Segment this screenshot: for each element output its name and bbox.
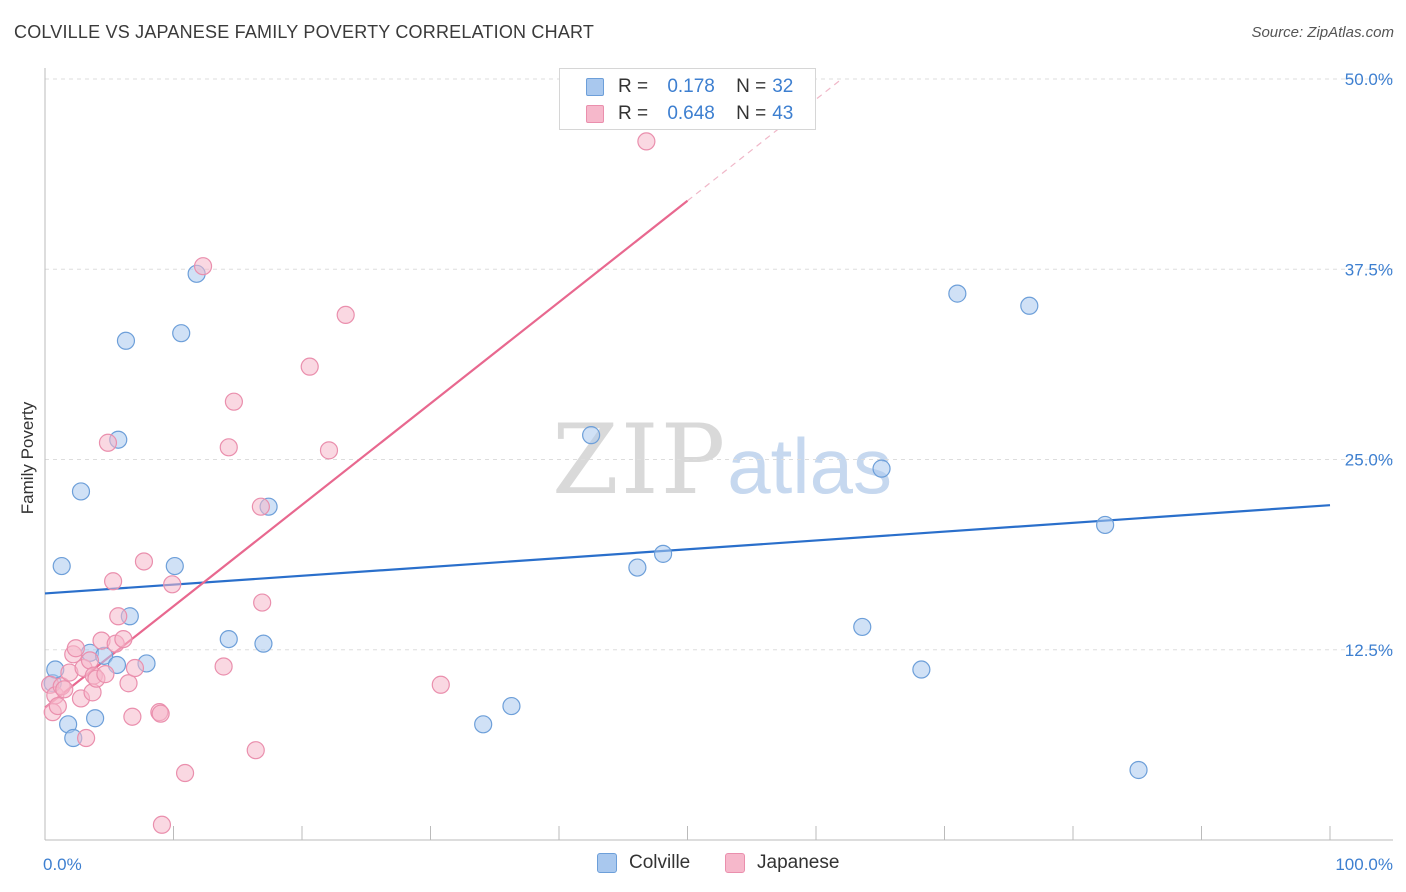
japanese-point (219, 438, 238, 457)
japanese-point (66, 639, 85, 658)
colville-point (1096, 515, 1115, 535)
japanese-point (637, 132, 656, 151)
japanese-point (109, 607, 128, 626)
r-label: R = (618, 76, 649, 97)
r-value: 0.648 (667, 103, 715, 124)
watermark: ZIPatlas (552, 404, 892, 516)
japanese-point (251, 497, 270, 516)
japanese-point (193, 257, 213, 276)
japanese-point (134, 552, 154, 571)
y-tick-label: 37.5% (1345, 260, 1393, 279)
japanese-point (300, 357, 319, 376)
japanese-point (152, 815, 172, 834)
japanese-point (431, 675, 450, 694)
japanese-point (175, 763, 195, 783)
n-label: N = (736, 103, 767, 124)
japanese-point (77, 728, 96, 748)
colville-point (52, 556, 71, 576)
japanese-point (151, 704, 170, 723)
japanese-swatch (725, 853, 745, 873)
legend-item-colville[interactable]: Colville (597, 852, 690, 874)
colville-trendline (44, 504, 1331, 595)
japanese-point (163, 575, 182, 594)
legend-item-japanese[interactable]: Japanese (725, 852, 839, 874)
y-tick-label: 50.0% (1345, 70, 1393, 89)
source-label: Source: ZipAtlas.com (1251, 24, 1394, 41)
japanese-point (80, 651, 100, 670)
x-tick-label: 0.0% (43, 855, 82, 874)
colville-point (582, 426, 601, 445)
japanese-point (253, 593, 272, 612)
japanese-trendline (44, 199, 689, 709)
colville-point (165, 556, 184, 576)
colville-point (1129, 760, 1148, 780)
japanese-point (224, 392, 243, 411)
colville-point (853, 617, 872, 637)
gridlines (45, 78, 1393, 651)
n-label: N = (736, 76, 767, 97)
colville-point (912, 660, 931, 679)
japanese-point (114, 629, 133, 649)
colville-swatch (586, 78, 604, 96)
chart-title: COLVILLE VS JAPANESE FAMILY POVERTY CORR… (14, 22, 595, 42)
legend-label: Japanese (757, 852, 840, 873)
legend-row-colville: R = 0.178 N = 32 (586, 75, 793, 99)
x-tick-label: 100.0% (1335, 855, 1393, 874)
colville-point (948, 284, 967, 303)
axes (44, 68, 1393, 841)
japanese-point (48, 696, 67, 716)
colville-point (86, 709, 105, 728)
colville-point (172, 324, 191, 343)
japanese-point (246, 741, 265, 760)
japanese-point (319, 441, 339, 460)
colville-point (71, 482, 91, 501)
colville-point (116, 331, 136, 350)
japanese-point (123, 707, 142, 726)
axis-ticks: 12.5% 25.0% 37.5% 50.0% 0.0% 100.0% (43, 70, 1393, 874)
colville-point (502, 696, 521, 716)
correlation-legend: R = 0.178 N = 32 R = 0.648 N = 43 (559, 68, 816, 130)
trendlines (44, 78, 1331, 709)
y-tick-label: 25.0% (1345, 451, 1393, 470)
r-value: 0.178 (667, 76, 715, 97)
japanese-point (125, 658, 145, 678)
japanese-point (96, 665, 115, 684)
japanese-point (55, 680, 74, 699)
data-points (41, 132, 1148, 834)
colville-point (653, 544, 673, 563)
japanese-point (104, 572, 123, 591)
r-label: R = (618, 103, 649, 124)
legend-row-japanese: R = 0.648 N = 43 (586, 102, 793, 126)
japanese-point (119, 674, 138, 693)
colville-point (628, 558, 647, 577)
japanese-point (336, 305, 355, 325)
colville-point (474, 715, 493, 734)
colville-swatch (597, 853, 617, 873)
colville-point (254, 634, 273, 653)
legend-label: Colville (629, 852, 691, 873)
japanese-point (214, 657, 233, 676)
n-value: 32 (772, 76, 794, 97)
y-tick-label: 12.5% (1345, 641, 1393, 660)
japanese-point (98, 433, 118, 452)
japanese-swatch (586, 105, 604, 123)
colville-point (1020, 296, 1039, 315)
colville-point (872, 459, 891, 478)
colville-point (219, 629, 238, 649)
n-value: 43 (772, 103, 794, 124)
